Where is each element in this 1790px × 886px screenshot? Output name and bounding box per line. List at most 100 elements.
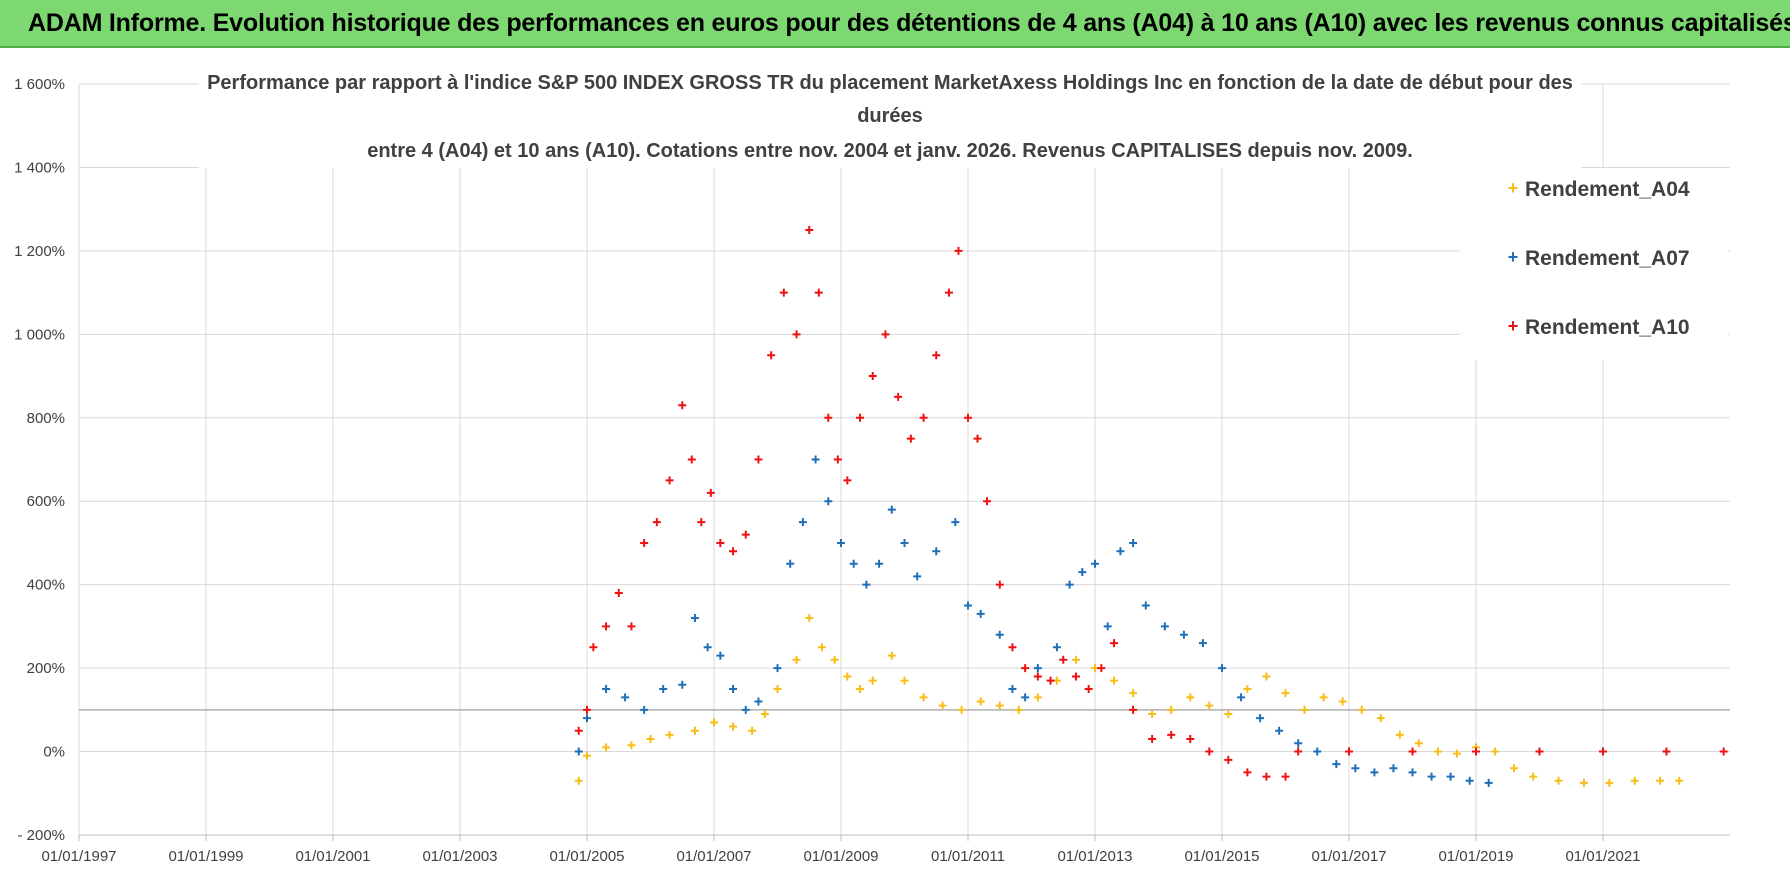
data-point <box>1345 747 1353 756</box>
data-point <box>1071 672 1080 681</box>
data-point <box>652 518 661 527</box>
data-point <box>900 676 909 685</box>
data-point <box>1357 705 1366 714</box>
data-point <box>1059 655 1068 664</box>
data-point <box>760 710 769 719</box>
data-point <box>1452 749 1461 758</box>
x-tick-label: 01/01/2009 <box>803 848 878 865</box>
data-point <box>824 497 833 506</box>
data-point <box>602 622 611 631</box>
data-point <box>1129 705 1138 714</box>
data-point <box>1389 764 1398 773</box>
data-point <box>748 726 757 735</box>
data-point <box>792 330 801 339</box>
data-point <box>1129 538 1138 547</box>
data-point <box>1186 735 1195 744</box>
data-point <box>665 476 674 485</box>
chart-title-line-3: entre 4 (A04) et 10 ans (A10). Cotations… <box>367 140 1413 162</box>
data-point <box>1408 768 1417 777</box>
data-point <box>973 434 982 443</box>
x-tick-label: 01/01/2019 <box>1438 848 1513 865</box>
data-point <box>1675 776 1684 785</box>
chart-title-line-2: durées <box>857 105 923 127</box>
data-point <box>1351 764 1360 773</box>
legend-label-a10: Rendement_A10 <box>1525 316 1690 339</box>
data-point <box>1179 630 1188 639</box>
data-point <box>824 413 833 422</box>
data-point <box>833 455 842 464</box>
data-point <box>706 488 715 497</box>
data-point <box>1262 672 1271 681</box>
y-tick-label: - 200% <box>17 827 65 844</box>
data-point <box>1186 693 1195 702</box>
data-point <box>1237 693 1246 702</box>
data-point <box>1427 772 1436 781</box>
data-point <box>1599 747 1607 756</box>
data-point <box>1376 714 1385 723</box>
data-point <box>716 651 725 660</box>
data-point <box>602 743 611 752</box>
data-point <box>767 351 776 360</box>
x-tick-label: 01/01/2017 <box>1311 848 1386 865</box>
data-point <box>1294 739 1303 748</box>
data-point <box>1319 693 1328 702</box>
data-point <box>919 413 928 422</box>
data-point <box>1262 772 1271 781</box>
title-banner: ADAM Informe. Evolution historique des p… <box>0 0 1790 48</box>
series-a10 <box>574 226 1728 781</box>
data-point <box>817 643 826 652</box>
data-point <box>773 664 782 673</box>
data-point <box>1510 764 1519 773</box>
data-point <box>1014 705 1023 714</box>
data-point <box>614 589 623 598</box>
x-tick-label: 01/01/2003 <box>422 848 497 865</box>
data-point <box>932 351 941 360</box>
data-point <box>627 741 636 750</box>
data-point <box>868 372 877 381</box>
data-point <box>964 413 972 422</box>
data-point <box>1465 776 1474 785</box>
data-point <box>856 684 865 693</box>
data-point <box>703 643 712 652</box>
data-point <box>1224 710 1233 719</box>
data-point <box>1535 747 1544 756</box>
data-point <box>919 693 928 702</box>
x-tick-label: 01/01/2005 <box>549 848 624 865</box>
x-tick-label: 01/01/2001 <box>295 848 370 865</box>
data-point <box>729 684 738 693</box>
data-point <box>1433 747 1442 756</box>
legend-background <box>1460 168 1728 360</box>
data-point <box>640 538 649 547</box>
data-point <box>964 601 972 610</box>
data-point <box>1300 705 1309 714</box>
data-point <box>754 697 763 706</box>
data-point <box>862 580 871 589</box>
data-point <box>687 455 696 464</box>
data-point <box>779 288 788 297</box>
legend-label-a07: Rendement_A07 <box>1525 247 1690 270</box>
data-point <box>849 559 858 568</box>
data-point <box>1078 568 1087 577</box>
data-point <box>954 246 963 255</box>
data-point <box>1719 747 1728 756</box>
data-point <box>1554 776 1563 785</box>
x-tick-label: 01/01/2021 <box>1565 848 1640 865</box>
data-point <box>583 714 591 723</box>
data-point <box>843 476 852 485</box>
data-point <box>729 722 738 731</box>
data-point <box>729 547 738 556</box>
chart-title-line-1: Performance par rapport à l'indice S&P 5… <box>207 72 1573 94</box>
data-point <box>1205 701 1214 710</box>
data-point <box>1630 776 1639 785</box>
data-point <box>710 718 718 727</box>
data-point <box>995 701 1004 710</box>
data-point <box>1294 747 1303 756</box>
y-tick-label: 1 400% <box>14 159 65 176</box>
data-point <box>1008 643 1017 652</box>
data-point <box>1021 664 1030 673</box>
data-point <box>1662 747 1671 756</box>
data-point <box>1141 601 1150 610</box>
x-tick-label: 01/01/2013 <box>1057 848 1132 865</box>
data-point <box>574 726 583 735</box>
data-point <box>1091 559 1099 568</box>
